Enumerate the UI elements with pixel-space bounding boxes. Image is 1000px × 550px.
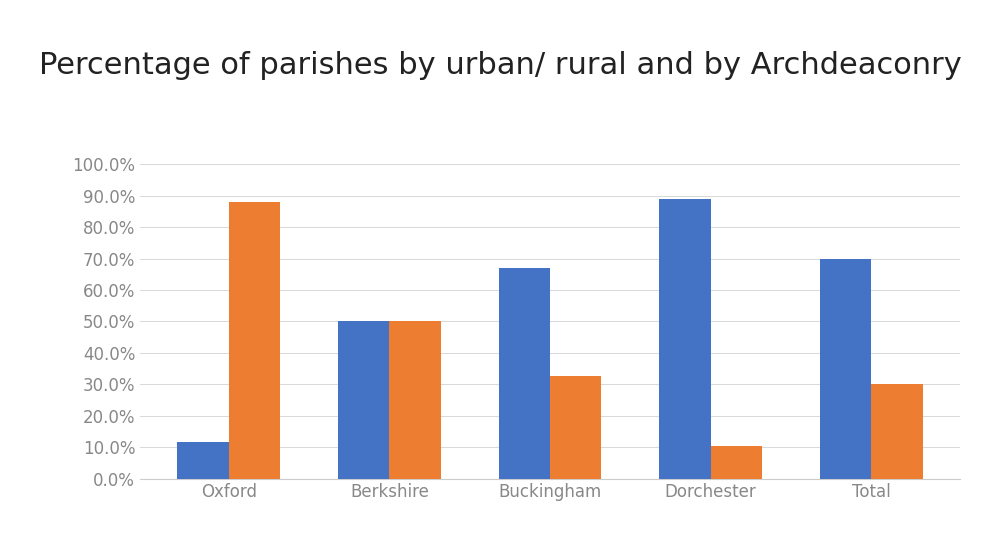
Bar bbox=[499, 268, 550, 478]
Text: Percentage of parishes by urban/ rural and by Archdeaconry: Percentage of parishes by urban/ rural a… bbox=[39, 52, 961, 80]
Bar bbox=[550, 376, 601, 478]
Bar bbox=[820, 258, 871, 478]
Bar bbox=[711, 446, 762, 478]
Bar bbox=[177, 442, 229, 478]
Bar bbox=[229, 202, 280, 478]
Legend: Rural, Urban: Rural, Urban bbox=[460, 546, 640, 550]
Bar bbox=[389, 321, 441, 478]
Bar bbox=[871, 384, 923, 478]
Bar bbox=[338, 321, 389, 478]
Bar bbox=[659, 199, 711, 478]
